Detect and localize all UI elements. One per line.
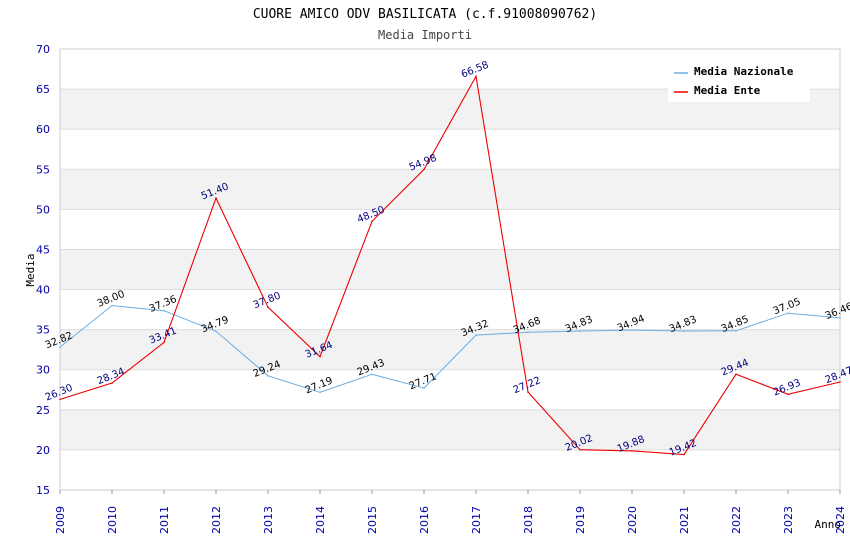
y-tick-label: 35: [36, 324, 50, 337]
x-tick-label: 2011: [158, 506, 171, 534]
y-tick-label: 50: [36, 203, 50, 216]
chart-title: CUORE AMICO ODV BASILICATA (c.f.91008090…: [253, 7, 597, 22]
data-point: [579, 330, 581, 332]
grid-band: [60, 409, 840, 450]
data-point: [267, 375, 269, 377]
data-point: [735, 373, 737, 376]
x-tick-label: 2017: [470, 506, 483, 534]
data-point: [683, 453, 685, 456]
legend-label-ente: Media Ente: [694, 84, 761, 97]
series-line-media-ente: [59, 74, 841, 456]
x-tick-label: 2013: [262, 506, 275, 534]
data-point: [787, 312, 789, 314]
x-tick-label: 2022: [730, 506, 743, 534]
grid-band: [60, 449, 840, 490]
data-point: [319, 355, 321, 358]
data-point: [527, 391, 529, 393]
data-point: [59, 398, 61, 401]
x-tick-label: 2019: [574, 506, 587, 534]
data-point: [163, 309, 165, 312]
x-tick-label: 2015: [366, 506, 379, 534]
y-tick-label: 30: [36, 364, 50, 377]
y-axis-ticks: 15 20 25 30 35 40 45 50 55 60 65 70: [36, 43, 50, 497]
data-point: [215, 330, 217, 333]
legend-box: [668, 60, 810, 102]
data-point: [371, 373, 373, 376]
x-tick-label: 2014: [314, 506, 327, 534]
data-point: [111, 304, 113, 307]
data-point: [423, 387, 425, 389]
x-tick-label: 2021: [678, 506, 691, 534]
y-tick-label: 55: [36, 163, 50, 176]
data-point: [631, 450, 633, 452]
x-tick-label: 2009: [54, 506, 67, 534]
y-tick-label: 60: [36, 123, 50, 136]
x-axis-label: Anno: [815, 518, 842, 531]
grid-bands: [60, 49, 840, 490]
y-tick-label: 20: [36, 444, 50, 457]
data-point: [475, 334, 477, 336]
x-tick-label: 2016: [418, 506, 431, 534]
data-point: [319, 391, 321, 394]
data-point: [215, 197, 217, 199]
data-point: [527, 331, 529, 334]
y-tick-label: 25: [36, 404, 50, 417]
data-point: [111, 382, 113, 384]
x-tick-label: 2018: [522, 506, 535, 534]
grid-band: [60, 289, 840, 330]
x-tick-label: 2024: [834, 506, 847, 534]
data-point: [59, 346, 61, 348]
data-point: [683, 330, 685, 332]
x-tick-label: 2010: [106, 506, 119, 534]
grid-band: [60, 369, 840, 410]
data-point: [735, 330, 737, 332]
series-layer: [59, 74, 841, 456]
data-point: [631, 329, 633, 331]
legend: Media Nazionale Media Ente: [668, 60, 810, 102]
grid-band: [60, 129, 840, 170]
data-point: [475, 75, 477, 78]
y-tick-label: 15: [36, 484, 50, 497]
y-axis-label: Media: [24, 253, 37, 286]
data-point: [579, 448, 581, 451]
data-point: [839, 317, 841, 319]
y-tick-label: 65: [36, 83, 50, 96]
grid-band: [60, 329, 840, 370]
x-axis-ticks: 2009 2010 2011 2012 2013 2014 2015 2016 2017 2018…: [54, 490, 847, 534]
series-line-media-nazionale: [59, 305, 841, 393]
chart-subtitle: Media Importi: [378, 28, 472, 42]
data-point: [371, 220, 373, 223]
grid-band: [60, 249, 840, 290]
grid-band: [60, 169, 840, 210]
data-point: [423, 168, 425, 171]
data-point: [839, 381, 841, 383]
y-tick-label: 45: [36, 243, 50, 256]
plot-frame: [59, 48, 841, 491]
data-point: [787, 393, 789, 396]
legend-label-nazionale: Media Nazionale: [694, 65, 794, 78]
y-tick-label: 40: [36, 284, 50, 297]
data-point: [163, 341, 165, 344]
grid-band: [60, 209, 840, 250]
x-tick-label: 2020: [626, 506, 639, 534]
x-tick-label: 2012: [210, 506, 223, 534]
x-tick-label: 2023: [782, 506, 795, 534]
data-point: [267, 306, 269, 308]
y-tick-label: 70: [36, 43, 50, 56]
